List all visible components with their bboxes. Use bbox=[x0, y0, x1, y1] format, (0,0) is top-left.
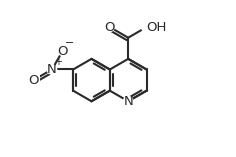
Circle shape bbox=[123, 97, 133, 106]
Circle shape bbox=[142, 22, 152, 32]
Circle shape bbox=[29, 76, 38, 84]
Text: N: N bbox=[123, 95, 133, 108]
Circle shape bbox=[47, 65, 57, 74]
Text: O: O bbox=[105, 21, 115, 34]
Text: +: + bbox=[55, 57, 63, 67]
Text: OH: OH bbox=[147, 21, 167, 34]
Text: O: O bbox=[57, 45, 68, 58]
Text: N: N bbox=[47, 63, 57, 76]
Circle shape bbox=[58, 47, 67, 56]
Text: −: − bbox=[65, 38, 74, 48]
Text: O: O bbox=[28, 74, 39, 87]
Circle shape bbox=[105, 23, 114, 31]
